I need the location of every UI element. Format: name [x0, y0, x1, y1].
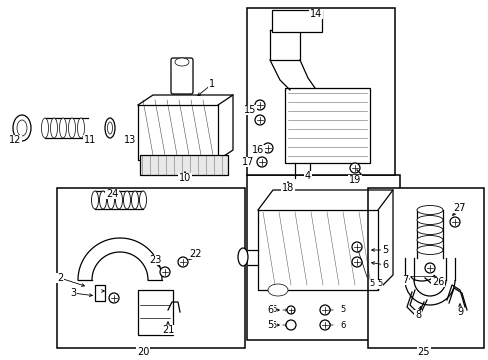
Text: 2: 2 — [57, 273, 63, 283]
Circle shape — [319, 320, 329, 330]
Circle shape — [286, 306, 294, 314]
Text: 9: 9 — [456, 307, 462, 317]
Text: 6: 6 — [340, 320, 345, 329]
Text: 12: 12 — [9, 135, 21, 145]
Circle shape — [160, 267, 170, 277]
Circle shape — [254, 100, 264, 110]
FancyBboxPatch shape — [171, 58, 193, 94]
Text: 5: 5 — [266, 320, 273, 330]
Circle shape — [349, 163, 359, 173]
Text: 7: 7 — [401, 275, 407, 285]
Text: 23: 23 — [148, 255, 161, 265]
Ellipse shape — [107, 191, 114, 209]
Text: 4: 4 — [305, 171, 310, 181]
Circle shape — [285, 320, 295, 330]
Text: 5: 5 — [377, 279, 382, 288]
Circle shape — [351, 257, 361, 267]
Ellipse shape — [107, 122, 112, 134]
Text: 6: 6 — [381, 260, 387, 270]
Text: 15: 15 — [244, 105, 256, 115]
Circle shape — [257, 157, 266, 167]
Ellipse shape — [105, 118, 115, 138]
Text: 21: 21 — [162, 325, 174, 335]
Ellipse shape — [238, 248, 247, 266]
Ellipse shape — [60, 118, 66, 138]
Circle shape — [449, 217, 459, 227]
Bar — [95, 285, 105, 301]
Ellipse shape — [99, 191, 106, 209]
Bar — [140, 155, 227, 175]
Ellipse shape — [41, 118, 48, 138]
Text: 26: 26 — [431, 277, 443, 287]
Bar — [285, 88, 369, 163]
Bar — [246, 175, 399, 340]
Text: 6: 6 — [266, 305, 272, 315]
Circle shape — [351, 242, 361, 252]
Ellipse shape — [68, 118, 75, 138]
Text: 11: 11 — [84, 135, 96, 145]
Text: 5: 5 — [340, 306, 345, 315]
Ellipse shape — [13, 115, 31, 141]
Ellipse shape — [139, 191, 146, 209]
Text: 22: 22 — [189, 249, 202, 259]
Text: 13: 13 — [123, 135, 136, 145]
Circle shape — [109, 293, 119, 303]
Text: 3: 3 — [70, 288, 76, 298]
Text: 17: 17 — [242, 157, 254, 167]
Circle shape — [424, 263, 434, 273]
Bar — [138, 290, 173, 335]
Text: 5: 5 — [368, 279, 374, 288]
Ellipse shape — [123, 191, 130, 209]
Text: 20: 20 — [137, 347, 149, 357]
Ellipse shape — [416, 216, 442, 225]
Circle shape — [254, 115, 264, 125]
Text: 1: 1 — [208, 79, 215, 89]
Text: 19: 19 — [348, 175, 360, 185]
Ellipse shape — [267, 284, 287, 296]
Circle shape — [178, 257, 187, 267]
Circle shape — [319, 305, 329, 315]
Ellipse shape — [91, 191, 98, 209]
Text: 10: 10 — [179, 173, 191, 183]
Text: 16: 16 — [251, 145, 264, 155]
Text: 24: 24 — [105, 189, 118, 199]
Ellipse shape — [77, 118, 84, 138]
Bar — [271, 10, 321, 32]
Ellipse shape — [175, 58, 189, 66]
Text: 18: 18 — [281, 183, 293, 193]
Ellipse shape — [416, 225, 442, 234]
Text: 25: 25 — [417, 347, 429, 357]
Text: 14: 14 — [309, 9, 322, 19]
Bar — [57, 188, 244, 348]
Text: 5: 5 — [271, 320, 276, 329]
Ellipse shape — [50, 118, 58, 138]
Circle shape — [263, 143, 272, 153]
Text: 6: 6 — [271, 306, 276, 315]
Text: 27: 27 — [453, 203, 465, 213]
Ellipse shape — [416, 206, 442, 215]
Ellipse shape — [131, 191, 138, 209]
Ellipse shape — [416, 246, 442, 255]
Ellipse shape — [416, 235, 442, 244]
Ellipse shape — [115, 191, 122, 209]
Bar — [246, 8, 394, 175]
Ellipse shape — [17, 120, 27, 136]
Bar — [367, 188, 483, 348]
Text: 5: 5 — [381, 245, 387, 255]
Text: 8: 8 — [414, 310, 420, 320]
